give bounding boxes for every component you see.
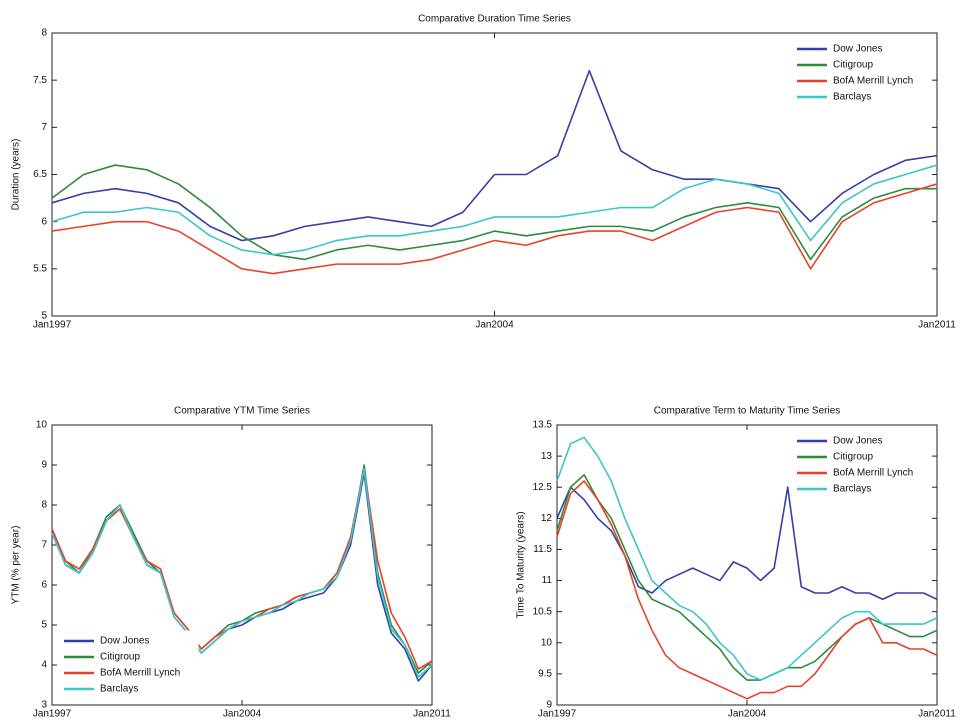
y-tick-label: 9.5 xyxy=(538,669,552,680)
chart-title: Comparative Duration Time Series xyxy=(418,14,571,25)
y-tick-label: 3 xyxy=(41,700,47,711)
y-tick-label: 9 xyxy=(546,700,552,711)
legend-box xyxy=(790,38,932,108)
series-line xyxy=(556,436,938,681)
y-tick-label: 13.5 xyxy=(533,420,553,431)
y-axis-label: Duration (years) xyxy=(11,139,22,211)
series-line xyxy=(51,183,938,275)
y-tick-label: 7.5 xyxy=(33,75,47,86)
y-tick-label: 10 xyxy=(541,637,553,648)
y-tick-label: 8 xyxy=(41,28,47,39)
y-tick-label: 9 xyxy=(41,460,47,471)
series-line xyxy=(51,69,938,242)
legend-box xyxy=(57,630,199,700)
chart-title: Comparative Term to Maturity Time Series xyxy=(654,406,841,417)
legend-label: Citigroup xyxy=(833,60,873,71)
legend-label: BofA Merrill Lynch xyxy=(833,468,913,479)
y-tick-label: 11 xyxy=(542,575,553,586)
x-tick-label: Jan2004 xyxy=(475,320,514,331)
y-tick-label: 11.5 xyxy=(533,544,552,555)
series-line xyxy=(556,473,938,681)
y-tick-label: 12 xyxy=(541,513,553,524)
y-tick-label: 8 xyxy=(41,500,47,511)
x-tick-label: Jan2011 xyxy=(918,320,956,331)
y-tick-label: 7 xyxy=(41,122,47,133)
chart-title: Comparative YTM Time Series xyxy=(174,406,310,417)
legend-label: Barclays xyxy=(833,92,871,103)
y-tick-label: 7 xyxy=(41,540,47,551)
legend-label: Dow Jones xyxy=(100,636,149,647)
legend-label: BofA Merrill Lynch xyxy=(100,668,180,679)
y-tick-label: 13 xyxy=(541,451,553,462)
y-tick-label: 5.5 xyxy=(33,263,47,274)
legend-label: Citigroup xyxy=(100,652,140,663)
x-tick-label: Jan2004 xyxy=(223,709,262,720)
y-tick-label: 10 xyxy=(36,420,48,431)
x-tick-label: Jan1997 xyxy=(33,320,72,331)
legend-label: BofA Merrill Lynch xyxy=(833,76,913,87)
y-tick-label: 6 xyxy=(41,216,47,227)
legend-box xyxy=(790,430,932,500)
legend-label: Dow Jones xyxy=(833,44,882,55)
x-tick-label: Jan1997 xyxy=(538,709,577,720)
series-line xyxy=(51,468,433,678)
y-axis-label: YTM (% per year) xyxy=(11,526,22,605)
series-line xyxy=(51,164,937,261)
series-line xyxy=(556,486,938,601)
legend-label: Barclays xyxy=(833,484,871,495)
y-tick-label: 6.5 xyxy=(33,169,47,180)
x-tick-label: Jan2011 xyxy=(413,709,451,720)
x-tick-label: Jan2004 xyxy=(728,709,767,720)
x-tick-label: Jan1997 xyxy=(33,709,72,720)
x-tick-label: Jan2011 xyxy=(918,709,956,720)
y-axis-label: Time To Maturity (years) xyxy=(516,511,527,618)
y-tick-label: 4 xyxy=(41,660,47,671)
legend-label: Barclays xyxy=(100,684,138,695)
legend-label: Dow Jones xyxy=(833,436,882,447)
y-tick-label: 5 xyxy=(41,620,47,631)
y-tick-label: 10.5 xyxy=(533,606,553,617)
y-tick-label: 5 xyxy=(41,311,47,322)
series-line xyxy=(51,164,938,256)
y-tick-label: 6 xyxy=(41,580,47,591)
legend-label: Citigroup xyxy=(833,452,873,463)
y-tick-label: 12.5 xyxy=(533,482,553,493)
series-line xyxy=(556,480,938,700)
